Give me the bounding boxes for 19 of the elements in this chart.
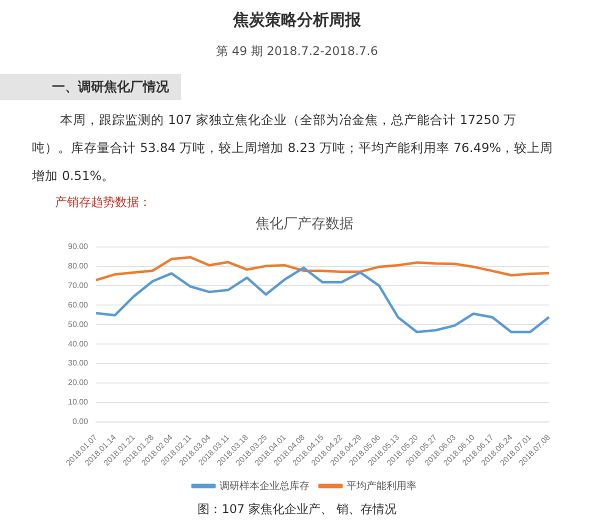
text: 第 49 期 2018.7.2-2018.7.6 xyxy=(215,43,379,60)
y-tick-label: 20.00 xyxy=(68,378,89,388)
y-tick-label: 60.00 xyxy=(68,300,89,310)
legend-label: 调研样本企业总库存 xyxy=(220,480,310,492)
y-tick-label: 0.00 xyxy=(72,417,89,426)
y-tick-label: 90.00 xyxy=(68,242,89,252)
text: 图：107 家焦化企业产、 销、存情况 xyxy=(196,501,398,518)
text: 一、调研焦化厂情况 xyxy=(0,74,181,100)
text: 本周，跟踪监测的 107 家独立焦化企业（全部为冶金焦，总产能合计 17250 万吨）。库存量合计 53.84 万吨，较上周增加 8.23 万吨；平均产能利用率 76.49%，较上周增加 0.51%。 xyxy=(31,111,554,185)
y-tick-label: 70.00 xyxy=(68,280,89,290)
y-tick-label: 40.00 xyxy=(68,339,89,348)
y-tick-label: 50.00 xyxy=(68,320,89,329)
y-tick-label: 10.00 xyxy=(68,398,89,407)
y-tick-label: 80.00 xyxy=(68,261,89,270)
chart-title: 焦化厂产存数据 xyxy=(256,216,354,232)
legend-label: 平均产能利用率 xyxy=(346,480,416,492)
y-tick-label: 30.00 xyxy=(68,358,89,368)
text: 焦炭策略分析周报 xyxy=(232,9,362,31)
text: 产销存趋势数据： xyxy=(54,194,152,211)
